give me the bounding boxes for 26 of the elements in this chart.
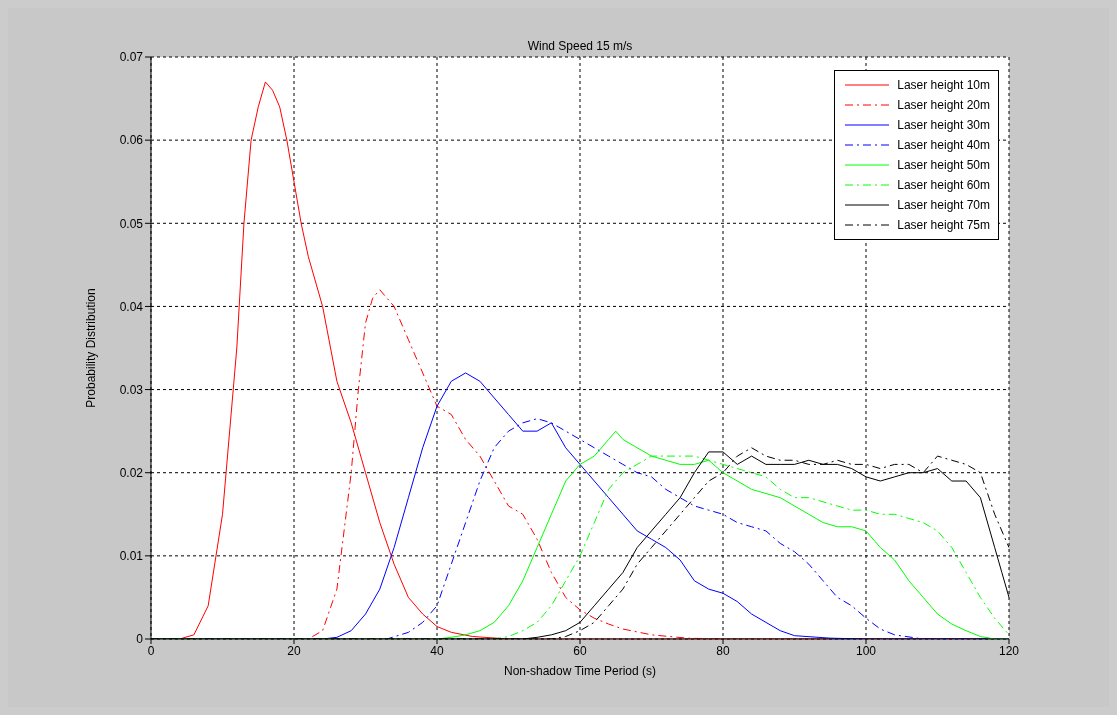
legend-label: Laser height 75m — [897, 218, 990, 232]
legend-label: Laser height 60m — [897, 178, 990, 192]
y-tick-label: 0.03 — [119, 382, 144, 397]
x-tick-label: 20 — [287, 643, 301, 658]
x-tick-label: 120 — [998, 643, 1020, 658]
chart-title: Wind Speed 15 m/s — [527, 39, 633, 53]
y-tick-label: 0.04 — [119, 299, 144, 314]
y-axis-title: Probability Distribution — [84, 288, 99, 408]
legend-label: Laser height 40m — [897, 138, 990, 152]
legend-label: Laser height 70m — [897, 198, 990, 212]
y-tick-label: 0.02 — [119, 465, 144, 480]
y-tick-label: 0.07 — [119, 50, 144, 65]
x-tick-label: 80 — [716, 643, 730, 658]
legend-label: Laser height 30m — [897, 118, 990, 132]
y-tick-label: 0.01 — [119, 549, 144, 564]
y-tick-label: 0 — [136, 632, 144, 647]
legend-label: Laser height 50m — [897, 158, 990, 172]
x-tick-label: 100 — [855, 643, 877, 658]
x-axis-title: Non-shadow Time Period (s) — [503, 664, 657, 678]
x-tick-label: 60 — [573, 643, 587, 658]
y-tick-label: 0.05 — [119, 216, 144, 231]
x-tick-label: 40 — [430, 643, 444, 658]
legend-label: Laser height 20m — [897, 98, 990, 112]
legend-label: Laser height 10m — [897, 78, 990, 92]
x-tick-label: 0 — [147, 643, 155, 658]
y-tick-label: 0.06 — [119, 133, 144, 148]
